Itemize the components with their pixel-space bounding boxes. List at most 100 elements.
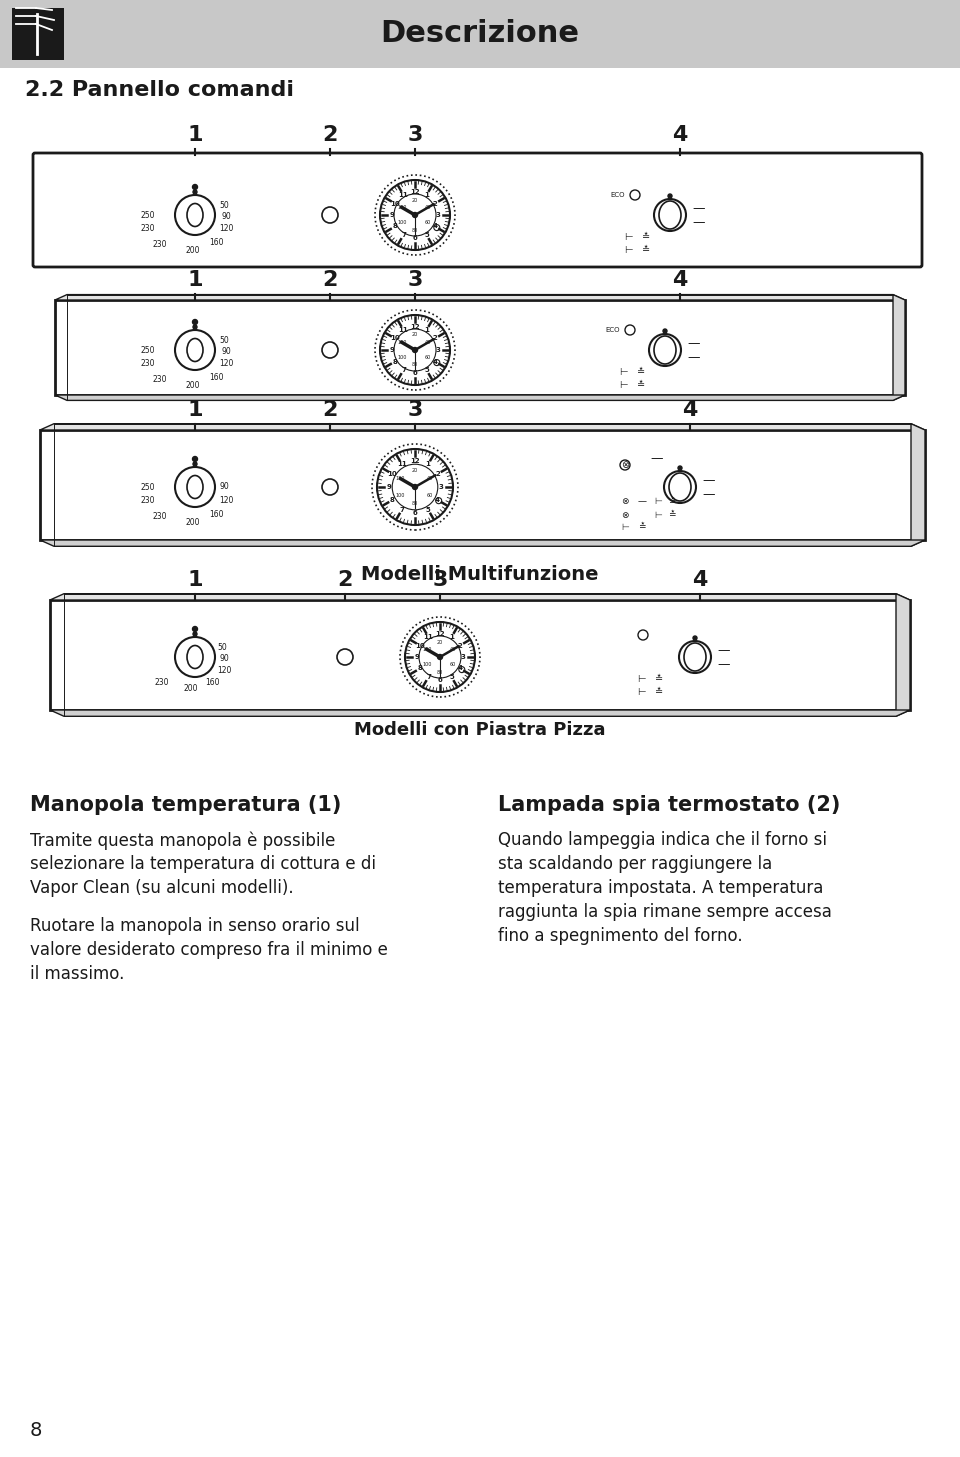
Text: 2: 2: [433, 335, 438, 341]
Text: 60: 60: [426, 492, 433, 498]
Text: 8: 8: [393, 223, 397, 230]
Text: 9: 9: [415, 654, 420, 660]
Text: 20: 20: [412, 198, 419, 203]
Text: —: —: [717, 659, 730, 672]
Text: 3: 3: [407, 270, 422, 290]
Polygon shape: [40, 430, 925, 541]
Text: 11: 11: [423, 634, 433, 640]
Text: 1: 1: [187, 401, 203, 420]
Text: —: —: [702, 475, 714, 488]
Text: 200: 200: [185, 246, 201, 255]
Text: temperatura impostata. A temperatura: temperatura impostata. A temperatura: [498, 879, 824, 898]
Text: ≛: ≛: [636, 380, 645, 390]
Text: 200: 200: [183, 683, 199, 694]
Circle shape: [380, 181, 450, 251]
Text: Manopola temperatura (1): Manopola temperatura (1): [30, 796, 342, 814]
Text: 80: 80: [437, 670, 444, 675]
Polygon shape: [50, 710, 910, 717]
Text: —: —: [692, 217, 705, 230]
Text: 9: 9: [390, 347, 395, 353]
Text: 3: 3: [407, 125, 422, 146]
Text: 6: 6: [413, 370, 418, 376]
Text: 1: 1: [449, 634, 454, 640]
Text: 230: 230: [153, 374, 167, 385]
Text: ≛: ≛: [655, 688, 663, 696]
Text: Quando lampeggia indica che il forno si: Quando lampeggia indica che il forno si: [498, 830, 827, 849]
Text: —: —: [702, 488, 714, 501]
Text: Tramite questa manopola è possibile: Tramite questa manopola è possibile: [30, 830, 335, 849]
Text: Modelli Multifunzione: Modelli Multifunzione: [361, 565, 599, 584]
Text: 10: 10: [416, 643, 425, 648]
Text: 160: 160: [209, 237, 224, 248]
Text: 100: 100: [396, 492, 405, 498]
Polygon shape: [40, 424, 925, 430]
Text: 2: 2: [323, 270, 338, 290]
Text: 120: 120: [217, 666, 231, 675]
Text: raggiunta la spia rimane sempre accesa: raggiunta la spia rimane sempre accesa: [498, 903, 832, 921]
Text: 10: 10: [390, 335, 400, 341]
Text: 2: 2: [435, 471, 440, 476]
Text: 40: 40: [425, 339, 431, 345]
Text: ≛: ≛: [668, 497, 676, 507]
Circle shape: [413, 485, 418, 490]
Text: 230: 230: [140, 224, 155, 233]
Circle shape: [193, 189, 197, 194]
Text: 120: 120: [396, 476, 405, 481]
Text: 20: 20: [437, 640, 444, 644]
Circle shape: [193, 325, 197, 329]
Text: 6: 6: [413, 510, 418, 516]
Text: 2: 2: [337, 570, 352, 590]
Text: 2: 2: [433, 201, 438, 207]
Circle shape: [668, 194, 672, 198]
Text: 160: 160: [209, 510, 224, 519]
Text: ⊗: ⊗: [621, 497, 629, 507]
Text: 1: 1: [425, 462, 430, 468]
Text: 250: 250: [140, 484, 155, 492]
Circle shape: [193, 319, 198, 325]
Text: Ruotare la manopola in senso orario sul: Ruotare la manopola in senso orario sul: [30, 916, 360, 935]
Text: ≛: ≛: [668, 510, 676, 520]
Text: 2.2 Pannello comandi: 2.2 Pannello comandi: [25, 80, 294, 101]
Text: 12: 12: [410, 457, 420, 463]
Text: Vapor Clean (su alcuni modelli).: Vapor Clean (su alcuni modelli).: [30, 879, 294, 898]
Text: 40: 40: [425, 205, 431, 210]
Text: 90: 90: [219, 482, 228, 491]
Text: ⊢: ⊢: [654, 510, 662, 520]
Text: 4: 4: [692, 570, 708, 590]
Text: 11: 11: [398, 326, 408, 334]
Text: 5: 5: [424, 367, 429, 373]
Text: 120: 120: [397, 205, 407, 210]
Text: 80: 80: [412, 501, 419, 506]
Circle shape: [193, 627, 198, 631]
Text: ⊢: ⊢: [621, 523, 629, 532]
Text: 1: 1: [424, 192, 429, 198]
Circle shape: [693, 637, 697, 640]
Text: ECO: ECO: [606, 326, 620, 334]
Text: valore desiderato compreso fra il minimo e: valore desiderato compreso fra il minimo…: [30, 941, 388, 959]
Text: 200: 200: [185, 380, 201, 390]
FancyBboxPatch shape: [33, 153, 922, 267]
Text: 230: 230: [153, 240, 167, 249]
Text: 2: 2: [458, 643, 463, 648]
Text: 230: 230: [155, 678, 169, 688]
Text: ≛: ≛: [638, 523, 646, 532]
Text: ≛: ≛: [655, 675, 663, 683]
Text: 230: 230: [140, 495, 155, 506]
FancyBboxPatch shape: [12, 7, 64, 60]
Text: ⊢: ⊢: [619, 367, 627, 377]
Text: 4: 4: [432, 358, 438, 364]
Polygon shape: [55, 294, 905, 300]
Text: 90: 90: [221, 347, 230, 356]
Text: 3: 3: [436, 347, 441, 353]
Text: 5: 5: [449, 675, 454, 680]
Text: 4: 4: [672, 270, 687, 290]
Polygon shape: [55, 300, 905, 395]
Text: 7: 7: [399, 507, 404, 513]
Polygon shape: [55, 395, 905, 401]
Text: ⊗: ⊗: [621, 510, 629, 520]
Text: fino a spegnimento del forno.: fino a spegnimento del forno.: [498, 927, 743, 946]
Circle shape: [193, 632, 197, 637]
Text: ⊢: ⊢: [636, 688, 645, 696]
Text: 12: 12: [410, 323, 420, 329]
Text: 3: 3: [407, 401, 422, 420]
